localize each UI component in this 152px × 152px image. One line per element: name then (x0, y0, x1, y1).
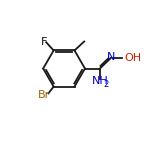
Text: OH: OH (124, 53, 142, 63)
Text: Br: Br (38, 90, 50, 100)
Text: F: F (41, 37, 47, 47)
Text: NH: NH (92, 76, 108, 86)
Text: 2: 2 (104, 80, 109, 89)
Text: N: N (107, 52, 116, 62)
